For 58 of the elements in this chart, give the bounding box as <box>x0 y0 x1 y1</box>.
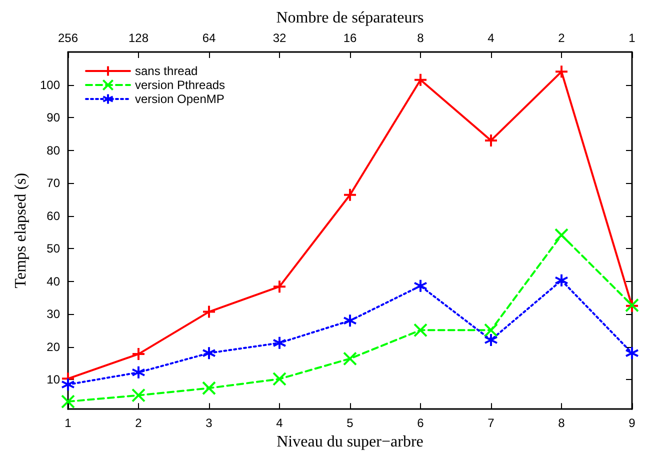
point <box>202 304 216 319</box>
point <box>554 228 568 242</box>
y-axis-title: Temps elapsed (s) <box>12 172 30 288</box>
x2-tick-label: 64 <box>202 31 216 45</box>
x2-tick-label: 2 <box>558 31 566 45</box>
point <box>132 347 146 362</box>
y-tick-label: 100 <box>40 78 60 92</box>
point <box>554 273 568 288</box>
x-tick-label: 3 <box>206 416 213 430</box>
point <box>132 388 146 402</box>
y-tick-label: 30 <box>46 307 60 322</box>
x-tick-label: 6 <box>417 416 424 430</box>
legend-label: version OpenMP <box>135 92 224 106</box>
x2-tick-label: 8 <box>417 31 424 45</box>
point <box>272 280 286 294</box>
y-tick-label: 20 <box>46 340 60 354</box>
x2-tick-label: 16 <box>343 31 357 45</box>
x-tick-label: 8 <box>558 416 566 430</box>
point <box>61 378 75 392</box>
point <box>343 314 357 328</box>
point <box>625 346 639 360</box>
x-tick-label: 2 <box>135 416 142 430</box>
x2-tick-label: 32 <box>272 31 286 45</box>
legend-label: sans thread <box>135 64 198 78</box>
point <box>202 381 216 396</box>
x-tick-label: 4 <box>276 416 284 430</box>
point <box>132 365 146 380</box>
x-tick-label: 7 <box>488 416 495 430</box>
x-tick-label: 1 <box>64 416 72 430</box>
point <box>484 133 498 148</box>
point <box>484 323 498 338</box>
x-tick-label: 9 <box>628 416 636 430</box>
x2-axis-title: Nombre de séparateurs <box>276 10 424 26</box>
x-tick-label: 5 <box>346 416 354 430</box>
point <box>61 394 75 409</box>
point <box>484 332 498 347</box>
x2-tick-label: 4 <box>488 31 495 45</box>
y-tick-label: 50 <box>46 242 60 256</box>
point <box>272 372 286 386</box>
point <box>202 346 216 360</box>
point <box>272 336 286 350</box>
y-tick-label: 80 <box>46 143 60 158</box>
point <box>414 278 428 293</box>
y-tick-label: 10 <box>46 372 60 387</box>
x2-tick-label: 1 <box>628 31 636 45</box>
y-tick-label: 90 <box>46 110 60 125</box>
y-tick-label: 70 <box>46 176 60 190</box>
legend-label: version Pthreads <box>135 78 226 92</box>
point <box>414 323 428 338</box>
point <box>343 188 357 202</box>
point <box>554 64 568 79</box>
x2-tick-label: 128 <box>128 31 149 45</box>
y-tick-label: 60 <box>46 208 60 223</box>
point <box>414 72 428 87</box>
y-tick-label: 40 <box>46 274 60 288</box>
x2-tick-label: 256 <box>58 31 78 45</box>
point <box>343 352 357 366</box>
x-axis-title: Niveau du super−arbre <box>276 434 424 450</box>
